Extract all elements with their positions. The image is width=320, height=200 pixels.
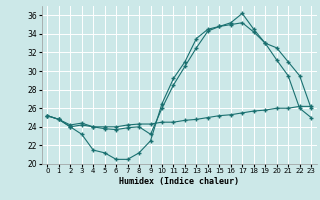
X-axis label: Humidex (Indice chaleur): Humidex (Indice chaleur) <box>119 177 239 186</box>
